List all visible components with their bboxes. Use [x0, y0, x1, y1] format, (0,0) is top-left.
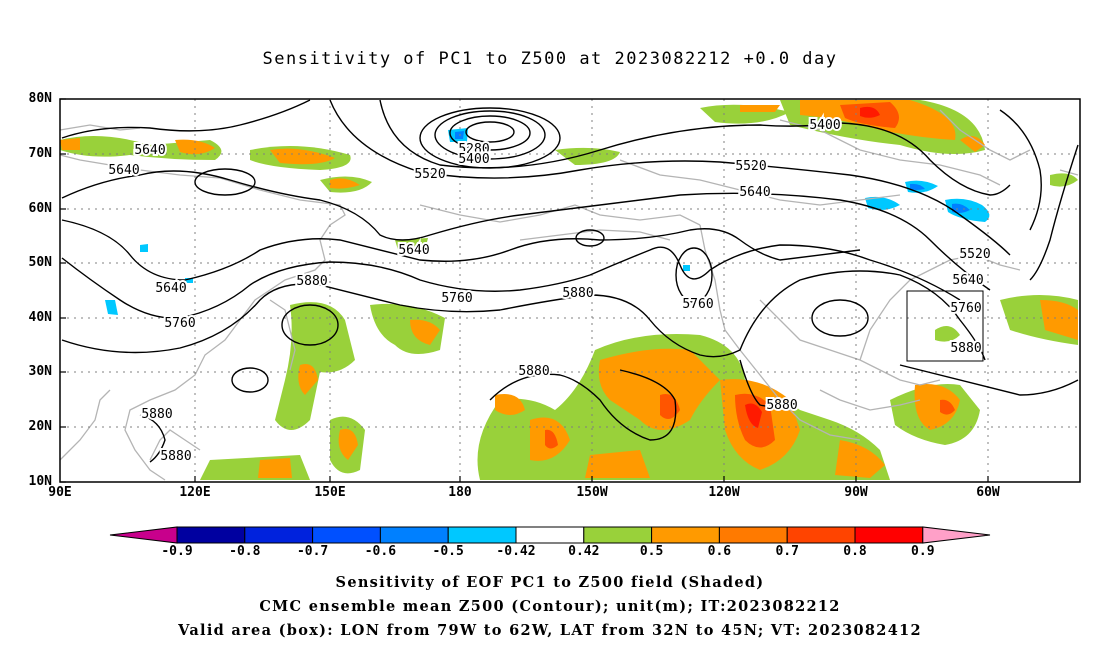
colorbar-tick-label: -0.42 [496, 544, 536, 559]
contour-label: 5520 [735, 159, 766, 174]
contour-label: 5880 [766, 398, 797, 413]
colorbar-segment [176, 526, 246, 544]
colorbar-tick-label: 0.6 [707, 544, 732, 559]
colorbar-tick-label: -0.5 [432, 544, 464, 559]
contour-label: 5640 [952, 273, 983, 288]
contour-label: 5880 [950, 341, 981, 356]
colorbar-tick-label: 0.7 [775, 544, 799, 559]
contour-label: 5640 [739, 185, 770, 200]
lat-label: 80N [28, 91, 52, 106]
contour-label: 5400 [809, 118, 840, 133]
contour-label: 5880 [518, 364, 549, 379]
lat-label: 50N [28, 255, 52, 270]
caption-line-3: Valid area (box): LON from 79W to 62W, L… [178, 622, 922, 639]
colorbar-left-arrow [109, 526, 178, 544]
valid-area-box [906, 290, 984, 362]
lon-label: 180 [448, 485, 472, 500]
contour-label: 5400 [458, 152, 489, 167]
lat-label: 60N [28, 201, 52, 216]
colorbar-segment [718, 526, 788, 544]
colorbar-segment [379, 526, 449, 544]
lon-label: 120W [708, 485, 740, 500]
contour-label: 5880 [296, 274, 327, 289]
contour-label: 5640 [398, 243, 429, 258]
colorbar-tick-label: 0.9 [911, 544, 935, 559]
contour-label: 5280 [458, 142, 489, 157]
contour-label: 5760 [950, 301, 981, 316]
contour-label: 5880 [141, 407, 172, 422]
colorbar-segment [447, 526, 517, 544]
lon-label: 90E [48, 485, 72, 500]
lat-label: 30N [28, 364, 52, 379]
lon-label: 150W [576, 485, 608, 500]
plot-title: Sensitivity of PC1 to Z500 at 2023082212… [262, 49, 838, 69]
colorbar-tick-label: 0.42 [568, 544, 600, 559]
lat-label: 20N [28, 419, 52, 434]
lat-label: 40N [28, 310, 52, 325]
caption-line-2: CMC ensemble mean Z500 (Contour); unit(m… [259, 598, 841, 615]
colorbar-segment [854, 526, 924, 544]
lat-label: 10N [28, 474, 52, 489]
colorbar-tick-label: 0.8 [843, 544, 867, 559]
contour-labels: 5640 5640 5640 5760 5880 5880 5880 5280 … [106, 116, 992, 466]
colorbar-segment [244, 526, 314, 544]
colorbar-segment [312, 526, 381, 544]
colorbar-segment [515, 526, 585, 544]
colorbar-tick-label: -0.6 [364, 544, 397, 559]
colorbar-tick-label: 0.5 [639, 544, 664, 559]
contour-label: 5520 [414, 167, 445, 182]
z500-contours [61, 99, 1079, 463]
contour-label: 5760 [682, 297, 713, 312]
lat-label: 70N [28, 146, 52, 161]
contour-label: 5880 [562, 286, 593, 301]
axis-ticks [60, 98, 989, 483]
contour-label: 5640 [134, 143, 165, 158]
lon-label: 120E [179, 485, 211, 500]
colorbar-tick-label: -0.9 [161, 544, 193, 559]
colorbar-segment [786, 526, 856, 544]
shaded-sensitivity [60, 100, 1078, 480]
colorbar-segment [651, 526, 720, 544]
map-frame [59, 98, 1081, 483]
colorbar-right-arrow [922, 526, 991, 544]
contour-label: 5640 [108, 163, 139, 178]
lon-label: 90W [844, 485, 868, 500]
contour-label: 5760 [164, 316, 195, 331]
contour-label: 5880 [160, 449, 191, 464]
caption-line-1: Sensitivity of EOF PC1 to Z500 field (Sh… [335, 574, 765, 591]
colorbar-tick-label: -0.8 [229, 544, 261, 559]
graticule [60, 99, 1080, 482]
contour-label: 5760 [441, 291, 472, 306]
colorbar-tick-label: -0.7 [296, 544, 329, 559]
colorbar-segment [583, 526, 653, 544]
lon-label: 60W [976, 485, 1000, 500]
contour-label: 5520 [959, 247, 990, 262]
contour-label: 5640 [155, 281, 186, 296]
lon-label: 150E [314, 485, 346, 500]
